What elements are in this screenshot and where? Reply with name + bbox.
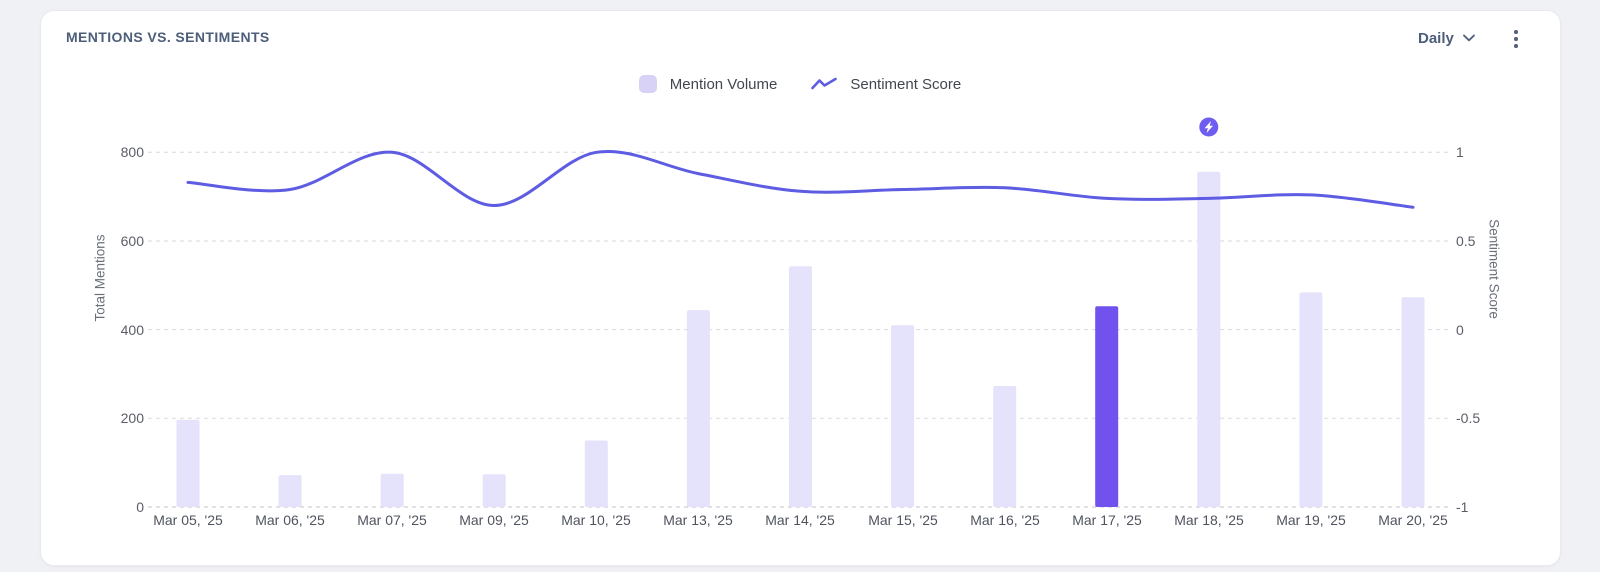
x-axis-tick-label: Mar 15, '25 (868, 512, 938, 528)
mention-volume-bar-3[interactable] (482, 474, 506, 507)
x-axis-tick-label: Mar 06, '25 (255, 512, 325, 528)
kebab-dot (1514, 37, 1518, 41)
more-options-button[interactable] (1508, 28, 1524, 50)
right-axis-tick-label: 0 (1456, 322, 1464, 338)
period-selector-value: Daily (1418, 29, 1454, 47)
x-axis-tick-label: Mar 10, '25 (561, 512, 631, 528)
x-axis-tick-label: Mar 09, '25 (459, 512, 529, 528)
legend-item-sentiment-score[interactable]: Sentiment Score (811, 76, 961, 93)
x-axis-tick-label: Mar 17, '25 (1072, 512, 1142, 528)
x-axis-tick-label: Mar 18, '25 (1174, 512, 1244, 528)
chevron-down-icon (1462, 34, 1475, 42)
kebab-dot (1514, 30, 1518, 34)
mention-volume-bar-1[interactable] (278, 475, 302, 507)
mention-volume-bar-6[interactable] (789, 266, 812, 507)
left-axis-tick-label: 800 (120, 144, 144, 160)
mention-volume-bar-4[interactable] (584, 440, 608, 508)
mention-volume-bar-2[interactable] (380, 473, 404, 507)
left-axis-tick-label: 0 (136, 499, 144, 515)
x-axis-tick-label: Mar 05, '25 (153, 512, 223, 528)
right-axis-tick-label: -1 (1456, 499, 1469, 515)
period-selector-dropdown[interactable]: Daily (1418, 27, 1475, 49)
mention-volume-bar-9[interactable] (1095, 306, 1119, 507)
x-axis-tick-label: Mar 16, '25 (970, 512, 1040, 528)
x-axis-tick-label: Mar 14, '25 (765, 512, 835, 528)
mention-volume-swatch-icon (638, 75, 657, 93)
sentiment-score-line (186, 149, 1415, 209)
legend-item-mention-volume[interactable]: Mention Volume (638, 75, 778, 93)
mention-volume-bar-12[interactable] (1401, 297, 1425, 507)
left-axis-tick-label: 400 (120, 322, 144, 338)
x-axis-tick-label: Mar 19, '25 (1276, 512, 1346, 528)
mention-volume-bar-10[interactable] (1197, 171, 1221, 508)
chart-legend: Mention Volume Sentiment Score (0, 71, 1600, 97)
left-axis-tick-label: 200 (120, 410, 144, 426)
right-axis-tick-label: 1 (1456, 144, 1464, 160)
mention-volume-bar-5[interactable] (686, 310, 710, 507)
mention-volume-bar-0[interactable] (176, 419, 200, 507)
card-title: MENTIONS VS. SENTIMENTS (66, 29, 270, 45)
right-axis-tick-label: -0.5 (1456, 410, 1481, 426)
mention-volume-bar-7[interactable] (891, 325, 915, 507)
legend-label-sentiment-score: Sentiment Score (850, 75, 962, 93)
left-axis-tick-label: 600 (120, 233, 144, 249)
kebab-dot (1514, 44, 1518, 48)
mention-volume-bar-8[interactable] (993, 386, 1017, 507)
x-axis-tick-label: Mar 07, '25 (357, 512, 427, 528)
legend-label-mention-volume: Mention Volume (669, 75, 778, 93)
x-axis-tick-label: Mar 20, '25 (1378, 512, 1448, 528)
sentiment-line-icon (811, 77, 838, 90)
lightning-bolt-icon (1204, 121, 1213, 133)
right-axis-tick-label: 0.5 (1456, 233, 1476, 249)
x-axis-tick-label: Mar 13, '25 (663, 512, 733, 528)
mention-volume-bar-11[interactable] (1299, 292, 1323, 507)
